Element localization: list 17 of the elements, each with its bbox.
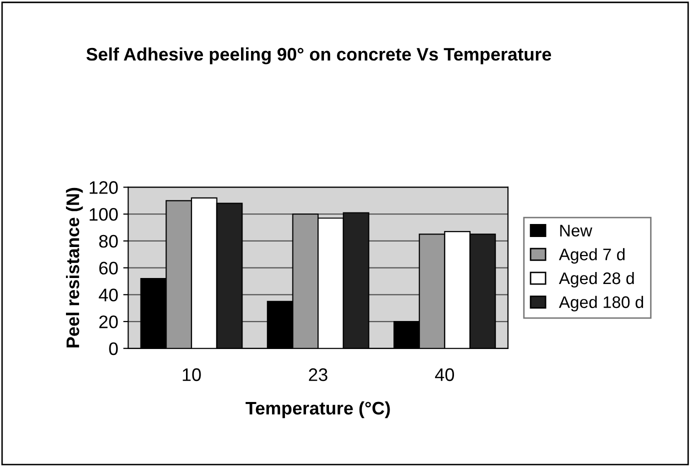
legend-label: Aged 7 d [558,248,625,264]
y-axis-title: Peel resistance (N) [66,188,83,348]
x-tick-label: 23 [308,368,328,382]
y-tick-label: 20 [99,315,118,328]
y-tick-label: 0 [109,342,118,356]
legend-label: Aged 28 d [558,272,634,288]
y-tick-label: 60 [99,262,118,275]
y-tick-label: 100 [90,208,118,221]
chart-title: Self Adhesive peeling 90° on concrete Vs Temperature [86,47,552,64]
x-tick-label: 40 [435,368,454,382]
y-tick-label: 80 [99,234,118,248]
x-tick-label: 10 [182,368,201,382]
y-tick-label: 40 [98,288,118,302]
legend-label: Aged 180 d [558,296,644,312]
legend-label: New [560,224,592,236]
x-axis-title: Temperature (°C) [246,401,390,418]
y-tick-label: 120 [90,181,118,194]
